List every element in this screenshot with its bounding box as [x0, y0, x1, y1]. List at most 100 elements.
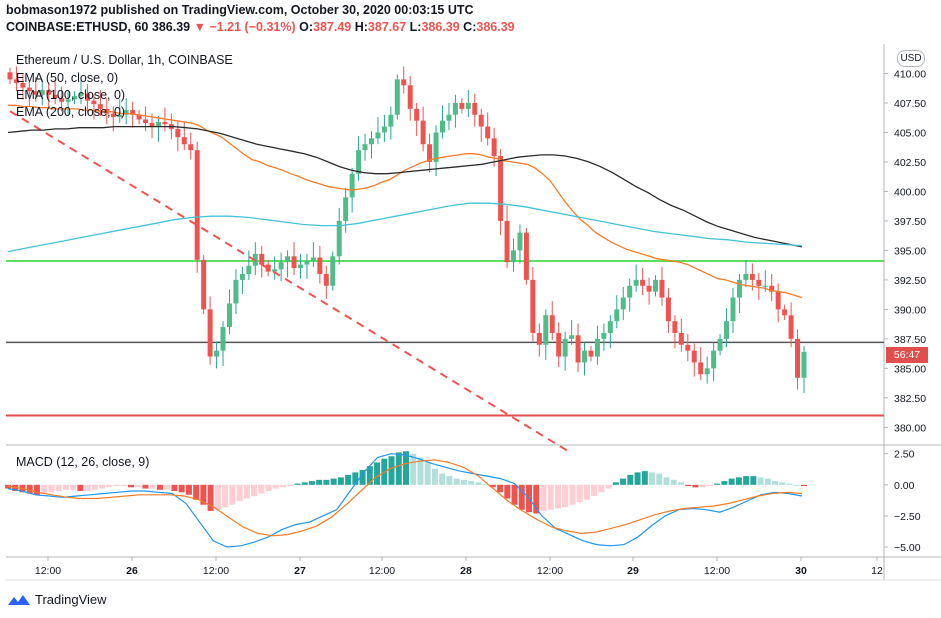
macd-histogram-bar: [446, 476, 453, 485]
ema100-legend[interactable]: EMA (100, close, 0): [16, 88, 126, 102]
macd-line: [7, 453, 803, 548]
candle-body: [717, 338, 723, 351]
candle-body: [239, 273, 245, 280]
candle-body: [678, 332, 684, 345]
time-tick-label: 30: [795, 565, 807, 577]
macd-tick-label: −2.50: [894, 511, 921, 523]
candle-body: [736, 279, 742, 298]
candle-body: [72, 95, 78, 100]
candle-body: [162, 121, 168, 125]
macd-histogram-bar: [330, 478, 337, 485]
macd-histogram-bar: [605, 484, 612, 489]
candle-body: [440, 120, 446, 133]
candle-body: [498, 156, 504, 221]
macd-histogram-bar: [439, 473, 446, 485]
candle-body: [698, 362, 704, 375]
macd-tick-label: 2.50: [894, 449, 915, 461]
open-value: 387.49: [313, 20, 352, 34]
candle-body: [13, 79, 19, 83]
candle-body: [407, 85, 413, 109]
candle-body: [175, 128, 181, 138]
candle-body: [123, 110, 129, 115]
ema200-legend[interactable]: EMA (200, close, 0): [16, 105, 126, 119]
ema50-legend[interactable]: EMA (50, close, 0): [16, 71, 119, 85]
candle-body: [149, 123, 155, 127]
macd-histogram-bar: [663, 477, 670, 485]
macd-histogram-bar: [569, 484, 576, 505]
macd-histogram-bar: [475, 482, 482, 485]
macd-histogram-bar: [634, 472, 641, 485]
candle-body: [614, 309, 620, 322]
macd-histogram-bar: [48, 484, 55, 493]
macd-histogram-bar: [258, 484, 265, 494]
ema100-line: [7, 125, 803, 248]
macd-histogram-bar: [308, 481, 315, 485]
macd-histogram-bar: [185, 484, 192, 495]
candle-body: [704, 368, 710, 375]
candle-body: [381, 126, 387, 133]
macd-histogram-bar: [801, 484, 807, 487]
macd-histogram-bar: [699, 484, 706, 488]
candle-body: [775, 291, 781, 310]
candle-body: [259, 253, 265, 265]
price-change: −1.21 (−0.31%): [209, 20, 296, 34]
candle-body: [52, 94, 58, 99]
candle-body: [711, 350, 717, 369]
macd-histogram-bar: [113, 484, 120, 487]
candle-body: [523, 232, 529, 280]
macd-histogram-bar: [337, 477, 344, 485]
macd-histogram-bar: [135, 484, 142, 488]
candle-body: [78, 93, 84, 96]
candle-body: [582, 350, 588, 363]
macd-histogram-bar: [265, 484, 272, 492]
high-value: 387.67: [367, 20, 407, 34]
macd-histogram-bar: [345, 474, 352, 485]
publisher-text: bobmason1972 published on TradingView.co…: [6, 3, 474, 17]
macd-histogram-bar: [757, 477, 764, 485]
macd-histogram-bar: [236, 484, 243, 501]
candle-body: [536, 332, 542, 345]
candle-body: [749, 273, 755, 280]
macd-histogram-bar: [497, 484, 504, 493]
macd-histogram-bar: [301, 482, 308, 485]
candle-body: [414, 108, 420, 121]
candle-body: [265, 264, 271, 272]
candle-body: [517, 232, 523, 251]
macd-histogram-bar: [26, 484, 33, 494]
macd-histogram-bar: [316, 479, 323, 485]
candle-body: [97, 104, 103, 109]
macd-histogram-bar: [178, 484, 185, 493]
candle-body: [620, 297, 626, 310]
macd-histogram-bar: [764, 478, 771, 485]
candle-body: [194, 150, 200, 260]
macd-histogram-bar: [294, 483, 301, 485]
candle-body: [504, 220, 510, 263]
chart-title: Ethereum / U.S. Dollar, 1h, COINBASE: [16, 53, 233, 67]
currency-badge[interactable]: USD: [897, 50, 925, 67]
macd-histogram-bar: [171, 484, 178, 492]
macd-histogram-bar: [403, 451, 409, 485]
candle-body: [756, 279, 762, 286]
candle-body: [646, 285, 652, 292]
close-label: C:: [463, 20, 477, 34]
candle-body: [65, 99, 71, 102]
candle-body: [304, 261, 310, 265]
macd-histogram-bar: [243, 484, 250, 499]
candle-body: [388, 114, 394, 127]
candle-body: [627, 285, 633, 298]
down-arrow-icon: ▼: [193, 20, 206, 34]
time-tick-label: 27: [294, 565, 306, 577]
macd-legend[interactable]: MACD (12, 26, close, 9): [16, 455, 150, 469]
candle-body: [569, 335, 575, 339]
candle-body: [233, 279, 239, 304]
candle-body: [291, 256, 297, 269]
macd-histogram-bar: [207, 484, 214, 511]
candle-body: [220, 327, 226, 351]
tradingview-logo[interactable]: TradingView: [7, 592, 107, 607]
candle-body: [427, 144, 433, 162]
candle-body: [556, 332, 562, 357]
macd-histogram-bar: [229, 484, 236, 505]
candle-body: [214, 350, 220, 357]
candle-body: [181, 137, 187, 145]
